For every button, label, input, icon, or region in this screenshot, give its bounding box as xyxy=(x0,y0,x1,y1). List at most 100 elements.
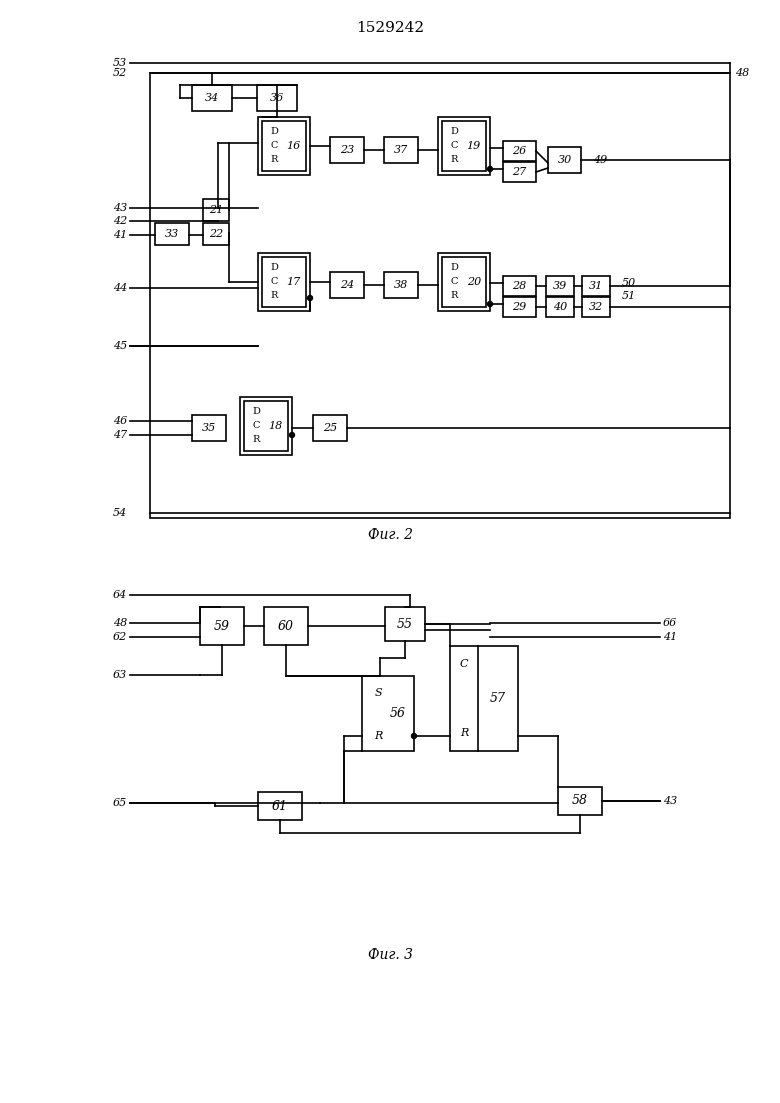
FancyBboxPatch shape xyxy=(582,276,610,296)
Text: C: C xyxy=(451,278,458,287)
Text: 54: 54 xyxy=(113,508,127,518)
FancyBboxPatch shape xyxy=(155,223,189,245)
Text: 50: 50 xyxy=(622,278,636,288)
FancyBboxPatch shape xyxy=(258,253,310,311)
Text: 17: 17 xyxy=(286,277,301,287)
FancyBboxPatch shape xyxy=(264,607,308,645)
Text: 30: 30 xyxy=(558,156,572,165)
Text: 55: 55 xyxy=(397,618,413,631)
Text: 47: 47 xyxy=(113,430,127,440)
Text: 45: 45 xyxy=(113,341,127,351)
Text: 41: 41 xyxy=(113,231,127,240)
Text: R: R xyxy=(253,436,260,445)
FancyBboxPatch shape xyxy=(330,272,364,298)
Text: R: R xyxy=(271,291,278,300)
Text: 20: 20 xyxy=(466,277,480,287)
Text: 29: 29 xyxy=(512,302,526,312)
Text: 53: 53 xyxy=(113,58,127,68)
FancyBboxPatch shape xyxy=(200,607,244,645)
FancyBboxPatch shape xyxy=(258,117,310,175)
Circle shape xyxy=(307,296,313,300)
FancyBboxPatch shape xyxy=(385,607,425,641)
Text: C: C xyxy=(451,141,458,150)
Text: D: D xyxy=(253,407,261,417)
Text: D: D xyxy=(271,264,278,272)
Text: C: C xyxy=(271,278,278,287)
FancyBboxPatch shape xyxy=(203,223,229,245)
FancyBboxPatch shape xyxy=(244,401,288,451)
Text: 46: 46 xyxy=(113,416,127,426)
Text: D: D xyxy=(271,128,278,137)
Text: D: D xyxy=(450,264,459,272)
FancyBboxPatch shape xyxy=(384,137,418,163)
FancyBboxPatch shape xyxy=(558,788,602,815)
Text: Фиг. 2: Фиг. 2 xyxy=(367,528,413,542)
Text: 63: 63 xyxy=(113,670,127,681)
Text: R: R xyxy=(451,156,458,164)
Text: 27: 27 xyxy=(512,167,526,176)
Text: 40: 40 xyxy=(553,302,567,312)
Text: 49: 49 xyxy=(593,156,608,165)
FancyBboxPatch shape xyxy=(546,297,574,317)
Text: 18: 18 xyxy=(268,421,283,431)
Text: 43: 43 xyxy=(663,796,677,806)
Text: 64: 64 xyxy=(113,590,127,600)
Text: R: R xyxy=(271,156,278,164)
Text: 51: 51 xyxy=(622,291,636,301)
Text: 56: 56 xyxy=(389,707,406,720)
FancyBboxPatch shape xyxy=(330,137,364,163)
Text: 38: 38 xyxy=(394,280,408,290)
Text: C: C xyxy=(253,421,260,430)
FancyBboxPatch shape xyxy=(257,85,297,111)
Circle shape xyxy=(412,733,417,739)
Text: S: S xyxy=(375,687,382,697)
Text: 16: 16 xyxy=(286,141,301,151)
Text: R: R xyxy=(374,731,383,741)
FancyBboxPatch shape xyxy=(262,257,306,307)
Text: 58: 58 xyxy=(572,794,588,807)
Text: R: R xyxy=(460,728,468,738)
Text: 19: 19 xyxy=(466,141,480,151)
Text: 34: 34 xyxy=(205,93,219,103)
Text: C: C xyxy=(271,141,278,150)
Text: 59: 59 xyxy=(214,620,230,632)
Text: C: C xyxy=(459,658,468,668)
Text: R: R xyxy=(451,291,458,300)
Text: 48: 48 xyxy=(113,618,127,628)
FancyBboxPatch shape xyxy=(503,141,536,161)
Text: 41: 41 xyxy=(663,632,677,642)
FancyBboxPatch shape xyxy=(384,272,418,298)
FancyBboxPatch shape xyxy=(258,792,302,820)
FancyBboxPatch shape xyxy=(546,276,574,296)
FancyBboxPatch shape xyxy=(548,147,581,173)
FancyBboxPatch shape xyxy=(450,646,518,751)
Text: 24: 24 xyxy=(340,280,354,290)
Circle shape xyxy=(488,301,492,307)
FancyBboxPatch shape xyxy=(240,397,292,456)
FancyBboxPatch shape xyxy=(313,415,347,441)
FancyBboxPatch shape xyxy=(503,297,536,317)
FancyBboxPatch shape xyxy=(442,121,486,171)
FancyBboxPatch shape xyxy=(438,117,490,175)
FancyBboxPatch shape xyxy=(442,257,486,307)
FancyBboxPatch shape xyxy=(503,162,536,182)
Text: 25: 25 xyxy=(323,422,337,433)
Text: 36: 36 xyxy=(270,93,284,103)
Text: 35: 35 xyxy=(202,422,216,433)
FancyBboxPatch shape xyxy=(192,85,232,111)
Text: 65: 65 xyxy=(113,797,127,808)
Text: 21: 21 xyxy=(209,205,223,215)
Text: 44: 44 xyxy=(113,283,127,293)
Text: 26: 26 xyxy=(512,146,526,156)
Text: 23: 23 xyxy=(340,144,354,156)
Text: 22: 22 xyxy=(209,229,223,239)
Text: 1529242: 1529242 xyxy=(356,21,424,35)
Text: 60: 60 xyxy=(278,620,294,632)
Text: 28: 28 xyxy=(512,281,526,291)
Text: Фиг. 3: Фиг. 3 xyxy=(367,947,413,962)
Text: 62: 62 xyxy=(113,632,127,642)
Text: 52: 52 xyxy=(113,68,127,78)
Text: 57: 57 xyxy=(490,692,506,705)
Text: 33: 33 xyxy=(165,229,179,239)
Text: D: D xyxy=(450,128,459,137)
